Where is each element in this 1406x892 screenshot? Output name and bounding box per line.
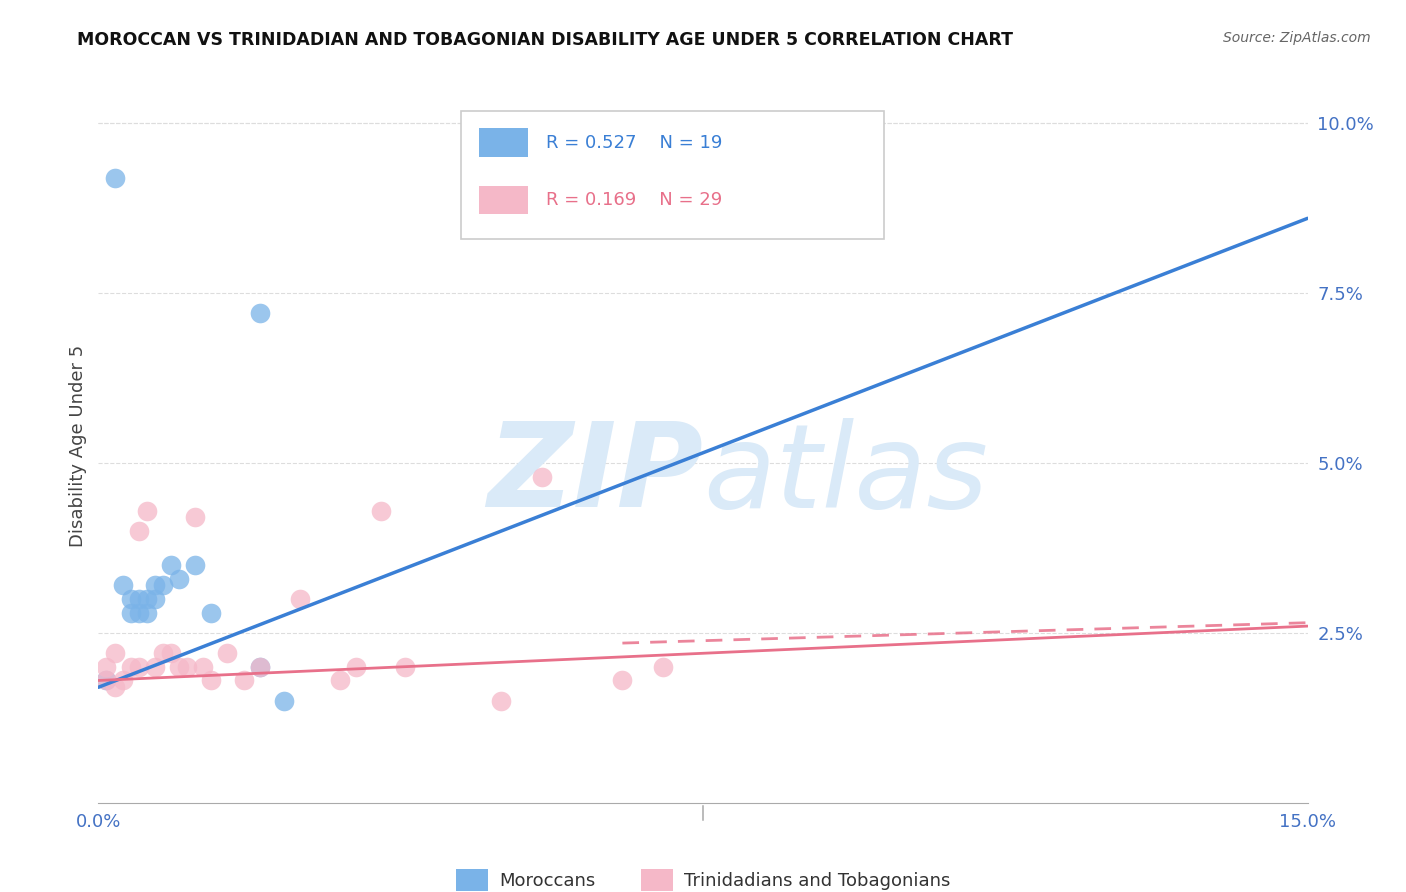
Point — [120, 591, 142, 606]
Point — [217, 646, 239, 660]
Point — [135, 591, 157, 606]
Point — [176, 660, 198, 674]
Point — [96, 673, 118, 688]
Point — [184, 558, 207, 572]
Point — [273, 694, 295, 708]
Point — [143, 591, 166, 606]
Point — [135, 606, 157, 620]
Point — [530, 469, 553, 483]
Point — [152, 646, 174, 660]
FancyBboxPatch shape — [479, 186, 527, 214]
Point — [111, 578, 134, 592]
Point — [288, 591, 311, 606]
Text: R = 0.527    N = 19: R = 0.527 N = 19 — [546, 134, 723, 152]
Point — [96, 660, 118, 674]
Point — [370, 503, 392, 517]
Point — [167, 572, 190, 586]
Text: Source: ZipAtlas.com: Source: ZipAtlas.com — [1223, 31, 1371, 45]
Point — [111, 673, 134, 688]
Point — [120, 660, 142, 674]
Point — [143, 660, 166, 674]
Point — [612, 673, 634, 688]
Point — [120, 606, 142, 620]
Point — [135, 503, 157, 517]
Point — [128, 606, 150, 620]
Point — [232, 673, 254, 688]
Y-axis label: Disability Age Under 5: Disability Age Under 5 — [69, 345, 87, 547]
Point — [344, 660, 367, 674]
Point — [200, 673, 222, 688]
Point — [249, 306, 271, 320]
Point — [160, 646, 183, 660]
Point — [103, 170, 125, 185]
Point — [249, 660, 271, 674]
Text: R = 0.169    N = 29: R = 0.169 N = 29 — [546, 191, 723, 209]
Point — [128, 660, 150, 674]
Text: atlas: atlas — [703, 417, 988, 532]
Point — [96, 673, 118, 688]
Point — [651, 660, 673, 674]
FancyBboxPatch shape — [461, 111, 884, 239]
Point — [152, 578, 174, 592]
Point — [143, 578, 166, 592]
FancyBboxPatch shape — [479, 128, 527, 157]
Point — [103, 646, 125, 660]
Point — [200, 606, 222, 620]
Point — [193, 660, 215, 674]
Point — [160, 558, 183, 572]
Point — [491, 694, 513, 708]
Text: MOROCCAN VS TRINIDADIAN AND TOBAGONIAN DISABILITY AGE UNDER 5 CORRELATION CHART: MOROCCAN VS TRINIDADIAN AND TOBAGONIAN D… — [77, 31, 1014, 49]
Text: ZIP: ZIP — [486, 417, 703, 532]
Legend: Moroccans, Trinidadians and Tobagonians: Moroccans, Trinidadians and Tobagonians — [449, 862, 957, 892]
Point — [128, 591, 150, 606]
Point — [167, 660, 190, 674]
Point — [103, 680, 125, 694]
Point — [249, 660, 271, 674]
Point — [394, 660, 416, 674]
Point — [329, 673, 352, 688]
Point — [184, 510, 207, 524]
Point — [128, 524, 150, 538]
